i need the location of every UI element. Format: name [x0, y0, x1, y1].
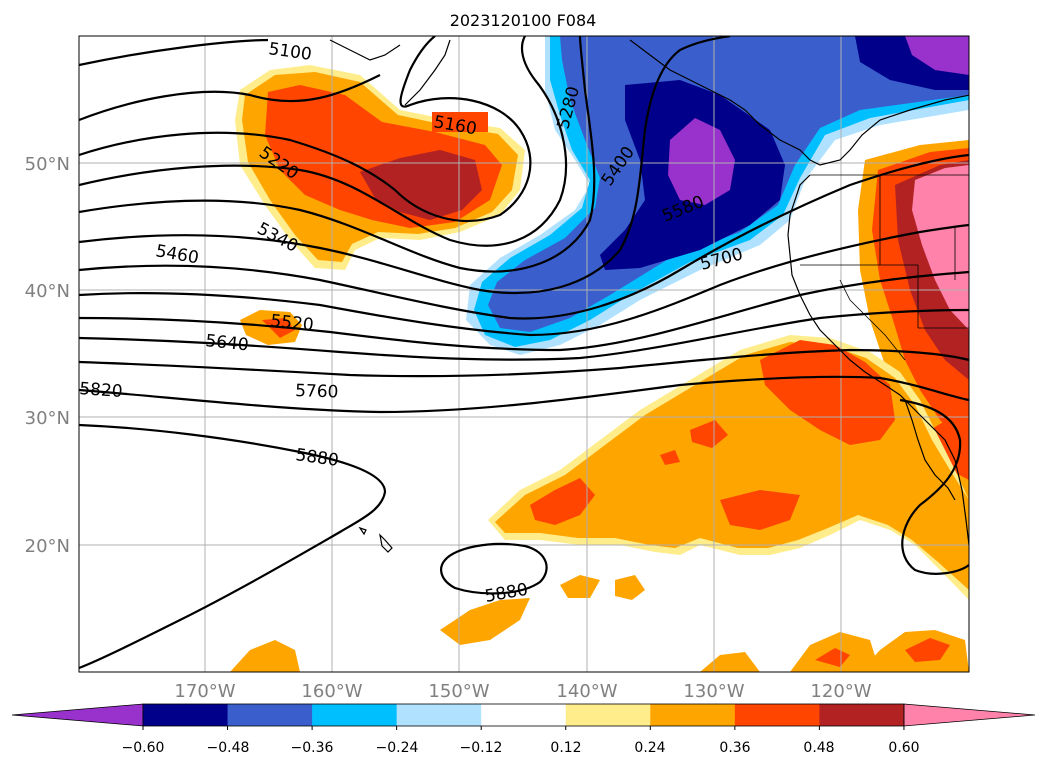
- lon-label: 120°W: [810, 681, 871, 702]
- map-plot-area: 5100 5160 5220 5280 5340 5400 5460 5520 …: [79, 36, 969, 672]
- positive-anomaly-north: [235, 65, 525, 345]
- positive-anomaly-east: [858, 140, 969, 500]
- colorbar: −0.60 −0.48 −0.36 −0.24 −0.12 0.12 0.24 …: [11, 703, 1036, 756]
- colorbar-segment: [481, 704, 567, 726]
- lon-label: 150°W: [428, 681, 489, 702]
- colorbar-segment: [227, 704, 313, 726]
- lon-label: 170°W: [174, 681, 235, 702]
- colorbar-segment: [312, 704, 398, 726]
- colorbar-segments: [11, 703, 1036, 730]
- colorbar-tick-label: −0.60: [122, 740, 165, 756]
- colorbar-segment: [650, 704, 736, 726]
- longitude-labels: 170°W 160°W 150°W 140°W 130°W 120°W: [174, 681, 871, 702]
- latitude-labels: 50°N 40°N 30°N 20°N: [25, 154, 70, 557]
- height-contours: [79, 36, 969, 670]
- colorbar-tick-label: 0.12: [550, 740, 581, 756]
- lon-label: 140°W: [556, 681, 617, 702]
- lon-label: 160°W: [301, 681, 362, 702]
- colorbar-frame: [142, 703, 905, 727]
- lat-label: 50°N: [25, 154, 70, 175]
- contour-label: 5520: [269, 311, 314, 335]
- contour-label: 5760: [295, 381, 339, 402]
- positive-anomaly-subtropical: [230, 335, 969, 672]
- colorbar-tick-label: −0.36: [291, 740, 334, 756]
- colorbar-segment: [396, 704, 482, 726]
- colorbar-segment: [734, 704, 820, 726]
- state-borders: [800, 174, 969, 361]
- colorbar-segment: [819, 704, 905, 726]
- lon-label: 130°W: [683, 681, 744, 702]
- colorbar-segment: [143, 704, 229, 726]
- lat-label: 30°N: [25, 408, 70, 429]
- colorbar-tick-label: 0.36: [719, 740, 750, 756]
- contour-label: 5640: [204, 331, 249, 355]
- colorbar-ticks: −0.60 −0.48 −0.36 −0.24 −0.12 0.12 0.24 …: [122, 740, 920, 756]
- colorbar-tick-label: 0.48: [803, 740, 834, 756]
- colorbar-tick-label: −0.48: [207, 740, 250, 756]
- coastlines: [329, 39, 969, 553]
- colorbar-extend-left: [11, 703, 144, 727]
- map-title: 2023120100 F084: [450, 11, 597, 30]
- lat-label: 40°N: [25, 281, 70, 302]
- colorbar-extend-right: [903, 703, 1036, 727]
- colorbar-tick-label: 0.60: [888, 740, 919, 756]
- colorbar-tick-label: −0.12: [460, 740, 503, 756]
- colorbar-tick-label: −0.24: [376, 740, 419, 756]
- map-frame: [78, 35, 970, 673]
- colorbar-tick-label: 0.24: [634, 740, 665, 756]
- contour-label: 5820: [79, 379, 124, 402]
- lat-label: 20°N: [25, 536, 70, 557]
- colorbar-segment: [565, 704, 651, 726]
